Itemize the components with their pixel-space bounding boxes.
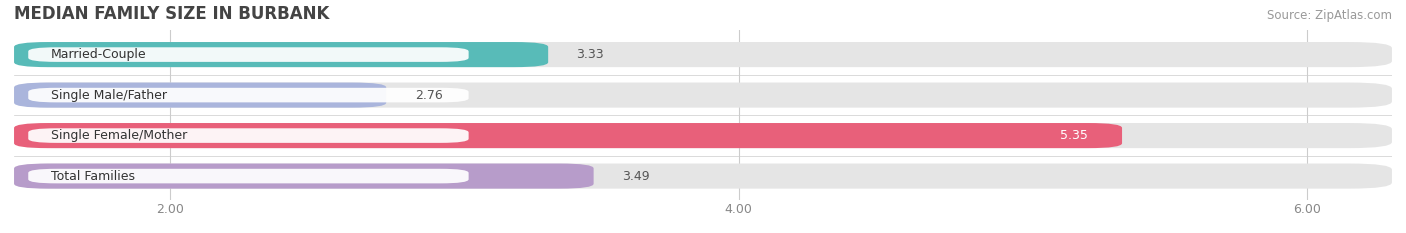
Text: Total Families: Total Families (51, 170, 135, 183)
Text: 3.33: 3.33 (576, 48, 605, 61)
FancyBboxPatch shape (14, 123, 1392, 148)
FancyBboxPatch shape (14, 123, 1122, 148)
Text: 3.49: 3.49 (621, 170, 650, 183)
Text: Single Female/Mother: Single Female/Mother (51, 129, 187, 142)
FancyBboxPatch shape (14, 164, 1392, 189)
FancyBboxPatch shape (14, 82, 387, 108)
FancyBboxPatch shape (28, 128, 468, 143)
FancyBboxPatch shape (28, 169, 468, 183)
Text: Source: ZipAtlas.com: Source: ZipAtlas.com (1267, 9, 1392, 22)
Text: 2.76: 2.76 (415, 89, 443, 102)
FancyBboxPatch shape (28, 88, 468, 102)
FancyBboxPatch shape (14, 82, 1392, 108)
FancyBboxPatch shape (14, 164, 593, 189)
FancyBboxPatch shape (14, 42, 548, 67)
Text: Married-Couple: Married-Couple (51, 48, 146, 61)
Text: 5.35: 5.35 (1060, 129, 1088, 142)
FancyBboxPatch shape (28, 47, 468, 62)
Text: Single Male/Father: Single Male/Father (51, 89, 167, 102)
Text: MEDIAN FAMILY SIZE IN BURBANK: MEDIAN FAMILY SIZE IN BURBANK (14, 5, 329, 23)
FancyBboxPatch shape (14, 42, 1392, 67)
